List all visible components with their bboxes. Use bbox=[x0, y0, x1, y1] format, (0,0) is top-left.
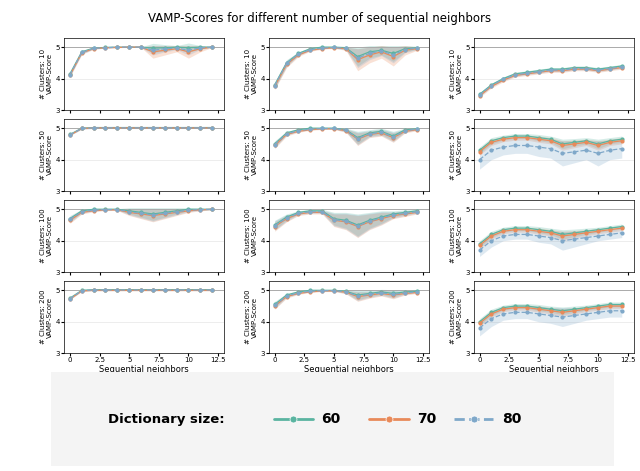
Text: Dictionary size:: Dictionary size: bbox=[108, 413, 224, 426]
X-axis label: Sequential neighbors
MSM lag: 10: Sequential neighbors MSM lag: 10 bbox=[304, 365, 394, 384]
Y-axis label: # Clusters: 100
VAMP-Score: # Clusters: 100 VAMP-Score bbox=[245, 209, 258, 263]
Y-axis label: # Clusters: 50
VAMP-Score: # Clusters: 50 VAMP-Score bbox=[245, 130, 258, 180]
Y-axis label: # Clusters: 200
VAMP-Score: # Clusters: 200 VAMP-Score bbox=[450, 290, 463, 344]
Y-axis label: # Clusters: 10
VAMP-Score: # Clusters: 10 VAMP-Score bbox=[40, 49, 53, 99]
Text: VAMP-Scores for different number of sequential neighbors: VAMP-Scores for different number of sequ… bbox=[148, 12, 492, 25]
Y-axis label: # Clusters: 100
VAMP-Score: # Clusters: 100 VAMP-Score bbox=[40, 209, 53, 263]
Y-axis label: # Clusters: 100
VAMP-Score: # Clusters: 100 VAMP-Score bbox=[450, 209, 463, 263]
Y-axis label: # Clusters: 200
VAMP-Score: # Clusters: 200 VAMP-Score bbox=[40, 290, 53, 344]
Text: 80: 80 bbox=[502, 412, 521, 426]
Text: 60: 60 bbox=[321, 412, 340, 426]
X-axis label: Sequential neighbors
MSM lag: 100: Sequential neighbors MSM lag: 100 bbox=[509, 365, 598, 384]
Y-axis label: # Clusters: 10
VAMP-Score: # Clusters: 10 VAMP-Score bbox=[245, 49, 258, 99]
Text: 70: 70 bbox=[417, 412, 436, 426]
Y-axis label: # Clusters: 10
VAMP-Score: # Clusters: 10 VAMP-Score bbox=[450, 49, 463, 99]
Y-axis label: # Clusters: 50
VAMP-Score: # Clusters: 50 VAMP-Score bbox=[450, 130, 463, 180]
X-axis label: Sequential neighbors
MSM lag: 1: Sequential neighbors MSM lag: 1 bbox=[99, 365, 189, 384]
Y-axis label: # Clusters: 50
VAMP-Score: # Clusters: 50 VAMP-Score bbox=[40, 130, 53, 180]
Y-axis label: # Clusters: 200
VAMP-Score: # Clusters: 200 VAMP-Score bbox=[245, 290, 258, 344]
FancyBboxPatch shape bbox=[35, 369, 631, 469]
